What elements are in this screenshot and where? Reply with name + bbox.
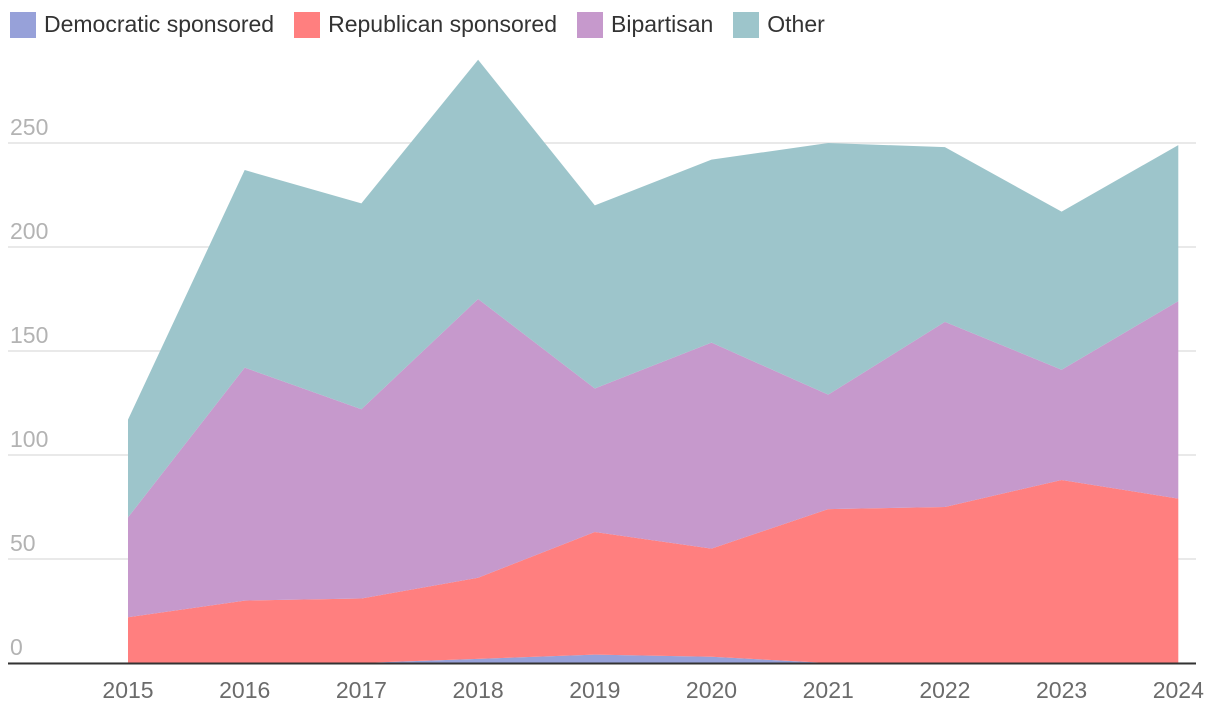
legend-swatch-other [733, 11, 760, 38]
x-tick-label-2023: 2023 [1036, 677, 1087, 703]
legend-label-republican: Republican sponsored [328, 11, 557, 37]
y-tick-label-200: 200 [10, 218, 48, 244]
x-tick-label-2019: 2019 [569, 677, 620, 703]
y-tick-label-0: 0 [10, 634, 23, 660]
legend-item-republican: Republican sponsored [294, 11, 557, 38]
legend-item-bipartisan: Bipartisan [577, 11, 713, 38]
area-other [128, 59, 1179, 518]
area-democratic [128, 654, 1179, 663]
legend: Democratic sponsored Republican sponsore… [10, 11, 845, 38]
y-tick-label-100: 100 [10, 426, 48, 452]
legend-label-democratic: Democratic sponsored [44, 11, 275, 37]
legend-swatch-republican [294, 11, 321, 38]
legend-item-democratic: Democratic sponsored [10, 11, 274, 38]
y-tick-label-50: 50 [10, 530, 36, 556]
legend-swatch-bipartisan [577, 11, 603, 38]
y-tick-label-250: 250 [10, 114, 48, 140]
x-tick-labels: 2015 2016 2017 2018 2019 2020 2021 2022 2023 2024 [102, 677, 1204, 703]
area-series [8, 59, 1196, 665]
x-tick-label-2017: 2017 [336, 677, 387, 703]
area-republican [128, 479, 1179, 663]
x-tick-label-2018: 2018 [453, 677, 504, 703]
x-tick-label-2016: 2016 [219, 677, 270, 703]
legend-swatch-democratic [10, 11, 36, 38]
x-tick-label-2022: 2022 [919, 677, 970, 703]
y-tick-labels: 0 50 100 150 200 250 [10, 114, 48, 660]
x-tick-label-2015: 2015 [102, 677, 153, 703]
x-tick-label-2020: 2020 [686, 677, 737, 703]
legend-label-bipartisan: Bipartisan [611, 11, 714, 37]
legend-label-other: Other [767, 11, 825, 37]
legend-item-other: Other [733, 11, 825, 38]
area-bipartisan [128, 299, 1179, 618]
x-tick-label-2024: 2024 [1153, 677, 1204, 703]
x-tick-label-2021: 2021 [803, 677, 854, 703]
y-tick-label-150: 150 [10, 322, 48, 348]
